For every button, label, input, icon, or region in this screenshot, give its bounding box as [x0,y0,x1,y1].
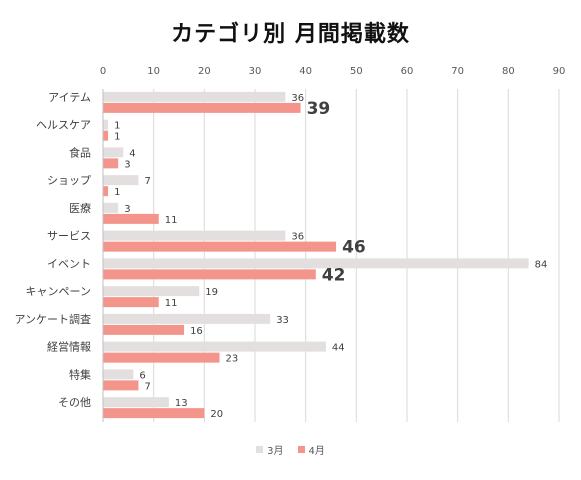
bar-march [103,369,134,380]
bar-april [103,269,316,280]
category-label: ヘルスケア [36,119,91,132]
bar-march [103,313,271,324]
bar-march [103,91,286,102]
bar-april [103,241,337,252]
data-label: 19 [205,287,218,298]
data-label: 36 [291,232,304,243]
x-tick-label: 90 [553,66,566,77]
data-label: 3 [124,204,130,215]
data-label: 23 [226,354,239,365]
data-label: 42 [322,265,346,285]
category-label: ショップ [47,174,91,187]
data-label: 1 [114,132,120,143]
bar-april [103,130,109,141]
bar-april [103,186,109,197]
bar-april [103,380,139,391]
data-label: 39 [307,99,331,119]
x-tick-label: 80 [502,66,515,77]
bar-march [103,147,124,158]
category-label: サービス [47,230,91,243]
legend-item-march: 3月 [256,442,284,457]
bar-april [103,352,220,363]
data-label: 44 [332,343,345,354]
x-tick-label: 50 [350,66,363,77]
bar-april [103,297,159,308]
category-label: 経営情報 [47,340,91,354]
bar-april [103,324,185,335]
x-tick-label: 40 [299,66,312,77]
bar-march [103,258,529,269]
bar-april [103,102,301,113]
data-label: 1 [114,187,120,198]
data-label: 11 [165,215,178,226]
data-label: 4 [129,148,135,159]
category-label: その他 [58,396,91,409]
legend-swatch-april [297,446,305,453]
bar-march [103,119,109,130]
category-label: アイテム [48,91,91,104]
bar-april [103,213,159,224]
legend-swatch-march [256,446,264,453]
x-tick-label: 0 [100,66,106,77]
data-label: 3 [124,159,130,170]
data-label: 20 [210,409,223,420]
x-tick-label: 60 [401,66,414,77]
data-label: 7 [144,381,150,392]
data-label: 1 [114,121,120,132]
legend-label-april: 4月 [308,446,325,457]
category-label: 食品 [69,145,91,159]
legend-label-march: 3月 [267,446,284,457]
bar-april [103,158,119,169]
bar-march [103,230,286,241]
data-label: 16 [190,326,203,337]
x-tick-label: 10 [147,66,160,77]
legend: 3月 4月 [0,442,581,457]
x-tick-label: 30 [249,66,262,77]
bar-april [103,408,205,419]
data-label: 33 [276,315,289,326]
data-label: 7 [144,176,150,187]
bar-march [103,175,139,186]
bar-march [103,341,326,352]
data-label: 6 [139,370,145,381]
chart-title: カテゴリ別 月間掲載数 [171,22,410,47]
category-label: アンケート調査 [14,312,91,326]
category-label: イベント [47,257,91,270]
category-label: 医療 [69,201,91,215]
bar-march [103,202,119,213]
data-label: 46 [342,238,366,258]
x-tick-label: 20 [198,66,211,77]
category-label: 特集 [69,367,91,381]
x-tick-label: 70 [451,66,464,77]
bar-march [103,286,200,297]
data-label: 13 [175,398,188,409]
data-label: 36 [291,93,304,104]
data-label: 84 [535,259,548,270]
bar-march [103,397,169,408]
legend-item-april: 4月 [297,442,325,457]
data-label: 11 [165,298,178,309]
category-label: キャンペーン [26,285,91,298]
